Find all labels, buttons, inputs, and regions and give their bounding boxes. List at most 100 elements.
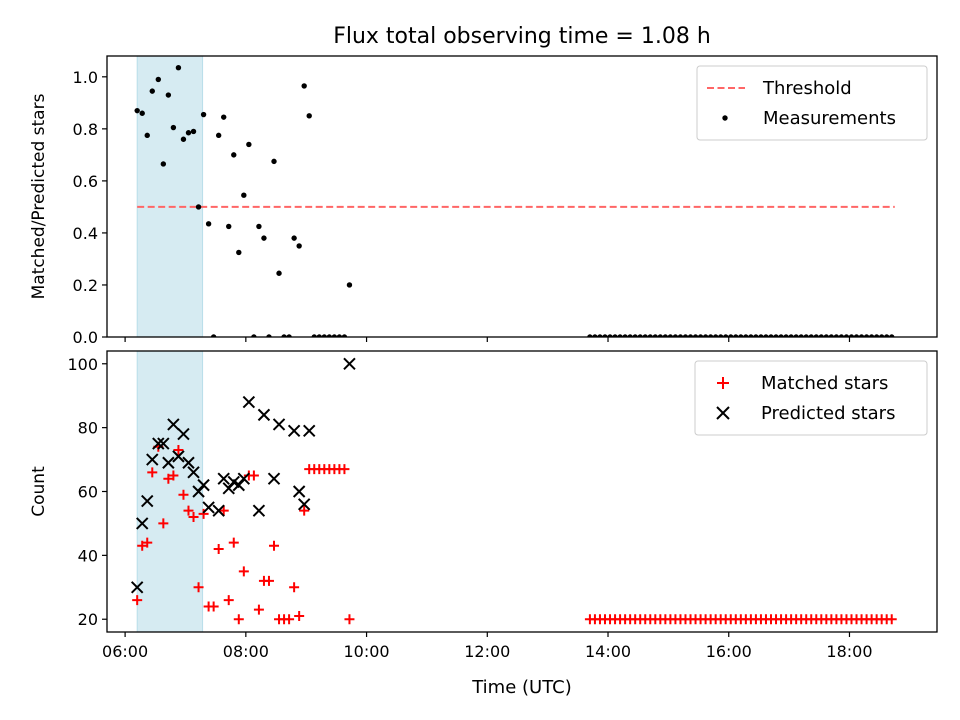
y-tick-label: 0.6 <box>73 172 98 191</box>
measurement-point <box>878 334 885 337</box>
measurement-point <box>697 334 704 337</box>
series-measurements <box>134 65 895 337</box>
matched-stars-point <box>147 467 158 478</box>
measurement-point <box>813 334 819 337</box>
measurement-point <box>251 334 257 337</box>
measurement-point <box>256 223 262 230</box>
predicted-stars-point <box>252 504 266 517</box>
predicted-stars-point <box>152 437 165 450</box>
measurement-point <box>311 334 317 337</box>
measurement-point <box>728 334 734 337</box>
measurement-point <box>205 221 212 227</box>
bottom-legend: Matched stars Predicted stars <box>694 360 928 436</box>
predicted-stars-point <box>343 357 356 370</box>
measurement-point <box>306 113 312 119</box>
measurement-point <box>195 204 202 210</box>
measurement-point <box>180 136 187 142</box>
observing-span <box>136 351 204 632</box>
measurement-point <box>712 334 719 337</box>
measurement-point <box>848 334 855 337</box>
matched-stars-point <box>208 601 219 612</box>
matched-stars-point <box>188 512 199 523</box>
measurement-point <box>281 334 287 337</box>
measurement-point <box>723 334 729 337</box>
predicted-stars-point <box>162 456 175 469</box>
measurement-point <box>612 334 618 337</box>
top-plot-area <box>134 56 895 337</box>
x-tick-label: 14:00 <box>585 642 631 661</box>
measurement-point <box>662 334 669 337</box>
measurement-point <box>687 334 694 337</box>
measurement-point <box>149 88 155 94</box>
matched-stars-point <box>132 595 143 606</box>
measurement-point <box>707 334 714 337</box>
measurement-point <box>301 83 307 89</box>
measurement-point <box>833 334 840 337</box>
measurement-point <box>331 334 338 337</box>
x-tick-label: 16:00 <box>706 642 752 661</box>
y-tick-label: 0.2 <box>73 276 98 295</box>
measurement-point <box>642 334 648 337</box>
matched-stars-point <box>142 537 153 548</box>
measurement-point <box>291 235 297 241</box>
predicted-stars-point <box>197 478 210 492</box>
predicted-stars-point <box>267 472 281 485</box>
measurement-point <box>788 334 794 337</box>
measurement-point <box>144 132 150 139</box>
predicted-stars-point <box>287 424 301 438</box>
y-tick-label: 0.0 <box>73 328 98 347</box>
predicted-stars-point <box>136 517 149 530</box>
predicted-stars-point <box>130 581 144 594</box>
measurement-point <box>326 334 333 337</box>
legend-label: Predicted stars <box>761 403 895 424</box>
matched-stars-point <box>198 508 209 519</box>
y-tick-label: 0.8 <box>73 120 98 139</box>
measurement-point <box>316 334 322 337</box>
y-axis-label: Count <box>29 466 49 517</box>
measurement-point <box>261 235 267 241</box>
top-legend: Threshold Measurements <box>696 65 928 141</box>
measurement-point <box>155 76 162 83</box>
measurement-point <box>231 152 237 158</box>
predicted-stars-point <box>177 427 190 441</box>
measurement-point <box>702 334 709 337</box>
measurement-point <box>346 282 353 288</box>
figure-title: Flux total observing time = 1.08 h <box>333 24 711 49</box>
measurement-point <box>818 334 825 337</box>
measurement-point <box>215 132 222 139</box>
y-tick-label: 0.4 <box>73 224 98 243</box>
measurement-point <box>748 334 754 337</box>
predicted-stars-point <box>303 424 316 438</box>
bottom-plot-area <box>130 351 897 632</box>
measurement-point <box>858 334 865 337</box>
measurement-point <box>341 334 348 337</box>
matched-stars-point <box>886 614 897 625</box>
measurement-point <box>873 334 880 337</box>
measurement-point <box>738 334 744 337</box>
matched-stars-point <box>193 582 204 593</box>
y-tick-label: 1.0 <box>73 68 98 87</box>
measurement-point <box>883 334 890 337</box>
measurement-point <box>828 334 835 337</box>
measurement-point <box>602 334 608 337</box>
measurement-point <box>134 107 140 114</box>
measurement-point <box>221 114 227 120</box>
matched-stars-point <box>248 470 259 481</box>
predicted-stars-point <box>257 408 271 422</box>
measurement-point <box>692 334 699 337</box>
matched-stars-point <box>289 582 300 593</box>
measurement-point <box>185 130 192 136</box>
measurement-point <box>622 334 628 337</box>
series-predicted-stars <box>130 357 356 594</box>
matched-stars-point <box>223 595 234 606</box>
measurement-point <box>763 334 769 337</box>
measurement-point <box>652 334 659 337</box>
measurement-point <box>889 334 895 337</box>
matched-stars-point <box>344 614 355 625</box>
measurement-point <box>592 334 598 337</box>
legend-label: Threshold <box>762 78 852 99</box>
legend-box <box>694 360 928 436</box>
legend-box <box>696 65 928 141</box>
observing-span <box>136 56 204 337</box>
measurement-point <box>677 334 684 337</box>
